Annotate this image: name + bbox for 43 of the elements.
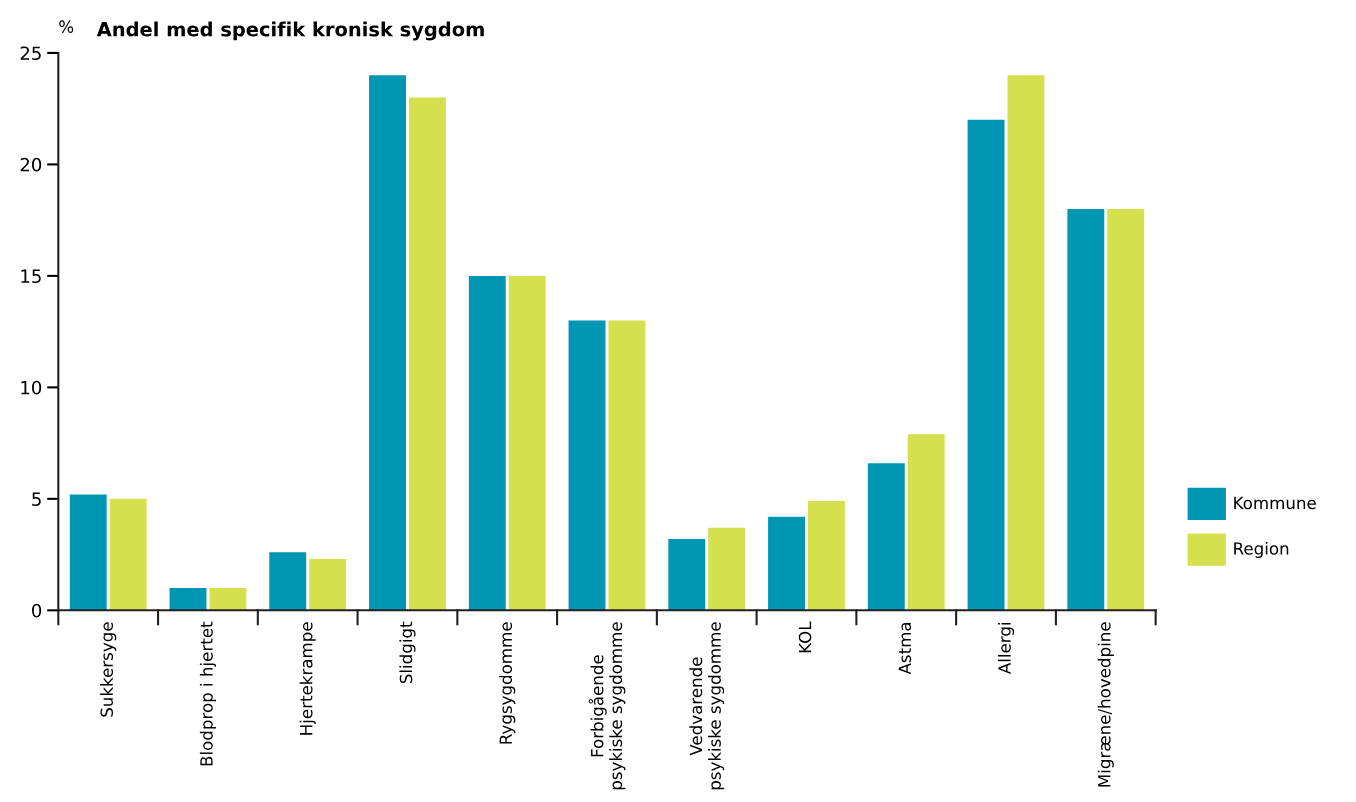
- y-tick-label: 5: [32, 492, 41, 506]
- x-tick-label: Rygsygdomme: [499, 622, 516, 744]
- x-tick-label: Slidgigt: [399, 621, 416, 684]
- bar: [468, 275, 506, 611]
- x-tick-label: Astma: [898, 622, 912, 675]
- y-axis-title: %: [59, 20, 74, 33]
- bar: [408, 97, 446, 611]
- y-tick-label: 20: [20, 157, 42, 172]
- bar: [907, 434, 945, 611]
- bar: [209, 588, 247, 611]
- bar: [269, 552, 307, 611]
- legend-label: Region: [1234, 541, 1289, 559]
- y-tick-label: 15: [21, 269, 41, 283]
- x-tick-label: Migræne/hovedpine: [1097, 622, 1114, 787]
- bar: [568, 320, 606, 611]
- bar: [768, 516, 805, 611]
- bar: [807, 501, 845, 611]
- x-tick-label: Hjertekrampe: [299, 622, 316, 735]
- bar: [668, 538, 706, 611]
- legend-label: Kommune: [1234, 496, 1316, 510]
- bar: [69, 494, 107, 611]
- x-tick-label: Allergi: [997, 623, 1015, 674]
- bar: [708, 527, 746, 611]
- bar: [169, 588, 207, 611]
- y-tick-label: 0: [32, 603, 42, 618]
- x-tick-label: Vedvarende psykiske sygdomme: [689, 622, 725, 790]
- x-tick-label: KOL: [798, 621, 812, 653]
- bar: [608, 320, 646, 611]
- y-tick-label: 25: [20, 46, 41, 61]
- bar: [369, 75, 406, 611]
- bar: [1007, 75, 1045, 611]
- y-tick-label: 10: [21, 380, 42, 395]
- bar: [867, 463, 905, 611]
- x-tick-label: Forbigående psykiske sygdomme: [588, 622, 626, 790]
- bar: [309, 559, 347, 611]
- bar: [1107, 209, 1145, 611]
- bar: [109, 498, 147, 611]
- bar: [1067, 209, 1105, 611]
- bar: [967, 119, 1005, 611]
- x-tick-label: Sukkersyge: [100, 622, 117, 717]
- bar: [508, 275, 546, 611]
- chart-title: Andel med specifik kronisk sygdom: [96, 21, 484, 41]
- x-tick-label: Blodprop i hjertet: [199, 621, 217, 766]
